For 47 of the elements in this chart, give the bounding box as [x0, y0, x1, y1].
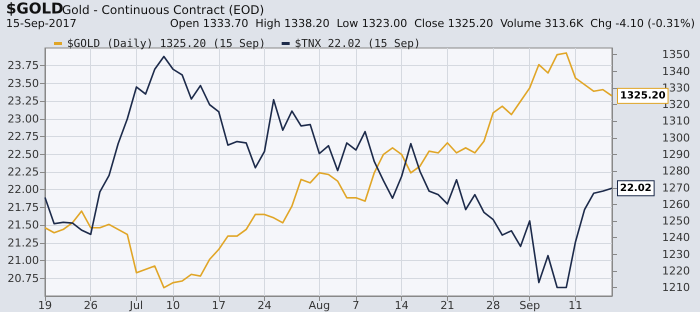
y2-tick-label: 1350 — [662, 48, 690, 62]
legend-label: $GOLD (Daily) 1325.20 (15 Sep) — [67, 37, 266, 50]
y-tick-label: 23.25 — [8, 94, 39, 108]
x-tick-label: 11 — [568, 299, 582, 312]
y2-tick-label: 1240 — [662, 231, 690, 244]
y2-tick-label: 1340 — [662, 64, 690, 78]
y2-tick-label: 1260 — [662, 198, 690, 211]
chart-subtitle: Gold - Continuous Contract (EOD) — [62, 3, 264, 17]
y-tick-label: 23.50 — [8, 76, 39, 90]
y-tick-label: 23.00 — [8, 112, 39, 126]
y2-tick-label: 1210 — [662, 281, 690, 294]
chart-title: $GOLD — [6, 0, 64, 18]
y2-tick-label: 1230 — [662, 248, 690, 261]
y-tick-label: 22.25 — [8, 166, 39, 178]
y-tick-label: 23.75 — [8, 59, 39, 72]
x-tick-label: Aug — [308, 299, 330, 312]
y-tick-label: 21.25 — [8, 236, 39, 250]
x-tick-label: 17 — [212, 299, 226, 312]
y-tick-label: 21.00 — [8, 254, 39, 268]
y2-tick-label: 1280 — [662, 164, 690, 178]
legend-label: $TNX 22.02 (15 Sep) — [294, 37, 421, 50]
y-tick-label: 20.75 — [8, 272, 39, 285]
y2-tick-label: 1250 — [662, 214, 690, 228]
x-tick-label: 21 — [440, 299, 454, 312]
x-tick-label: 7 — [352, 299, 360, 312]
x-tick-label: 19 — [38, 299, 52, 312]
y2-tick-label: 1300 — [662, 131, 690, 144]
x-tick-label: 26 — [84, 299, 98, 312]
x-tick-label: 24 — [257, 299, 272, 312]
y-tick-label: 21.75 — [8, 200, 39, 214]
y2-tick-label: 1220 — [662, 264, 690, 278]
text: Open 1333.70 High 1338.20 Low 1323.00 Close 1325.20 Volume 313.6K Chg -4.10 (-0.31%) — [170, 17, 695, 30]
y-tick-label: 22.50 — [8, 148, 39, 161]
x-tick-label: Jul — [128, 299, 144, 312]
y-tick-label: 22.75 — [8, 130, 39, 144]
x-tick-label: 10 — [166, 299, 180, 312]
x-tick-label: 14 — [394, 299, 409, 312]
x-tick-label: Sep — [519, 299, 540, 312]
text: 15-Sep-2017 — [6, 17, 77, 30]
x-tick-label: 28 — [486, 299, 500, 312]
y2-tick-label: 1290 — [662, 148, 690, 162]
y2-tick-label: 1270 — [662, 181, 690, 194]
y-tick-label: 22.00 — [8, 183, 39, 196]
y2-tick-label: 1310 — [662, 114, 690, 128]
y-tick-label: 21.50 — [8, 218, 39, 232]
data-label: 1325.20 — [620, 90, 666, 102]
data-label: 22.02 — [620, 182, 652, 194]
